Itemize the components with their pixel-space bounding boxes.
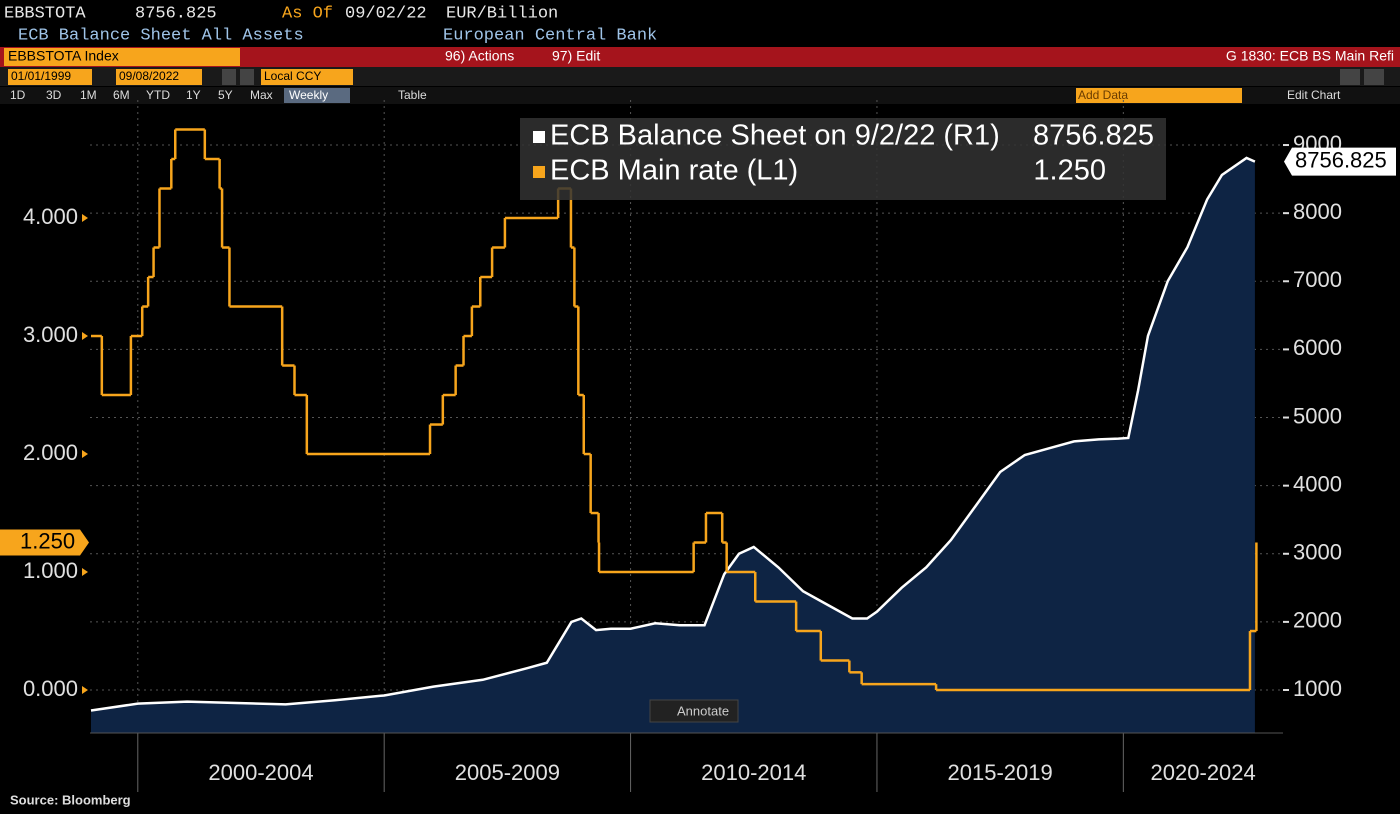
y2-tick-label: 7000 — [1293, 267, 1342, 292]
y-tick-label: 2.000 — [23, 440, 78, 465]
y-tick-label: 4.000 — [23, 204, 78, 229]
y2-tick-label: 4000 — [1293, 471, 1342, 496]
y-tick-mark — [82, 332, 88, 341]
y2-tick-label: 5000 — [1293, 403, 1342, 428]
settings-button[interactable] — [1364, 69, 1384, 85]
area-fill — [90, 157, 1255, 733]
legend-swatch — [533, 131, 545, 143]
y2-tick-label: 6000 — [1293, 335, 1342, 360]
chart-id: G 1830: ECB BS Main Refi — [1226, 48, 1394, 64]
period-button[interactable]: YTD — [146, 88, 170, 102]
y-tick-label: 0.000 — [23, 676, 78, 701]
start-date[interactable]: 01/01/1999 — [11, 69, 71, 83]
y2-tick-label: 3000 — [1293, 540, 1342, 565]
period-button[interactable]: 1M — [80, 88, 97, 102]
period-button[interactable]: 3D — [46, 88, 62, 102]
footer-source: Source: Bloomberg — [10, 792, 131, 807]
last-value-tag — [1284, 147, 1396, 176]
y-tick-label: 3.000 — [23, 322, 78, 347]
period-button[interactable]: 1Y — [186, 88, 201, 102]
period-button[interactable]: 5Y — [218, 88, 233, 102]
date-row — [0, 67, 1400, 86]
period-button[interactable]: 1D — [10, 88, 26, 102]
y-tick-mark — [82, 568, 88, 577]
x-tick-label: 2000-2004 — [208, 760, 313, 785]
currency[interactable]: Local CCY — [264, 69, 321, 83]
prev-button[interactable] — [222, 69, 236, 85]
end-date[interactable]: 09/08/2022 — [119, 69, 179, 83]
y-tick-mark — [82, 450, 88, 459]
legend-label: ECB Main rate (L1) — [550, 155, 798, 187]
next-button[interactable] — [240, 69, 254, 85]
legend-value: 1.250 — [1033, 155, 1106, 187]
currency-field[interactable] — [261, 69, 353, 85]
series-line — [90, 156, 1256, 712]
period-button[interactable]: Max — [250, 88, 273, 102]
security-field[interactable] — [4, 48, 240, 66]
legend-box — [520, 118, 1166, 200]
x-tick-label: 2015-2019 — [948, 760, 1053, 785]
x-tick-label: 2020-2024 — [1151, 760, 1256, 785]
edit-menu[interactable]: 97) Edit — [552, 48, 600, 64]
security[interactable]: EBBSTOTA Index — [8, 48, 119, 64]
y-tick-mark — [82, 686, 88, 695]
legend-swatch — [533, 166, 545, 178]
refresh-button[interactable] — [1340, 69, 1360, 85]
legend-label: ECB Balance Sheet on 9/2/22 (R1) — [550, 120, 1000, 152]
start-date-field[interactable] — [8, 69, 92, 85]
y-tick-mark — [82, 214, 88, 223]
frequency-field[interactable] — [284, 88, 350, 103]
as-of-label: As Of — [282, 4, 333, 23]
last-value-tag — [0, 529, 89, 556]
annotate-button[interactable] — [649, 699, 739, 723]
y2-tick-label: 8000 — [1293, 199, 1342, 224]
add-data-field[interactable] — [1076, 88, 1242, 103]
y-tick-label: 1.000 — [23, 558, 78, 583]
header-value: 8756.825 — [135, 4, 217, 23]
data-source: European Central Bank — [443, 26, 657, 45]
description: ECB Balance Sheet All Assets — [18, 26, 304, 45]
actions-menu[interactable]: 96) Actions — [445, 48, 514, 64]
legend-value: 8756.825 — [1033, 120, 1154, 152]
x-tick-label: 2005-2009 — [455, 760, 560, 785]
units: EUR/Billion — [446, 4, 558, 23]
period-button[interactable]: 6M — [113, 88, 130, 102]
x-tick-label: 2010-2014 — [701, 760, 806, 785]
last-value-label: 1.250 — [20, 528, 75, 553]
last-value-label: 8756.825 — [1295, 147, 1387, 172]
frequency[interactable]: Weekly — [289, 88, 328, 102]
y2-tick-label: 2000 — [1293, 608, 1342, 633]
annotate-label[interactable]: Annotate — [677, 703, 729, 718]
edit-chart[interactable]: Edit Chart — [1287, 88, 1341, 102]
end-date-field[interactable] — [116, 69, 202, 85]
y2-tick-label: 1000 — [1293, 676, 1342, 701]
add-data[interactable]: Add Data — [1078, 88, 1128, 102]
ticker: EBBSTOTA — [4, 4, 86, 23]
toolbar — [0, 47, 1400, 67]
as-of-date: 09/02/22 — [345, 4, 427, 23]
table-button[interactable]: Table — [398, 88, 427, 102]
